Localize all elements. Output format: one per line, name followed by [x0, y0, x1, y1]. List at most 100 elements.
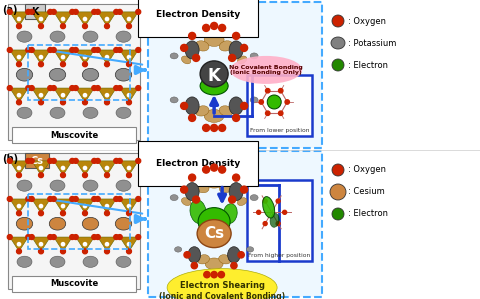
- Circle shape: [240, 103, 248, 109]
- Circle shape: [92, 48, 96, 52]
- Ellipse shape: [238, 56, 247, 64]
- Circle shape: [29, 196, 34, 202]
- Circle shape: [61, 205, 65, 208]
- Circle shape: [26, 235, 31, 239]
- Ellipse shape: [229, 183, 243, 201]
- Ellipse shape: [50, 180, 65, 191]
- Circle shape: [240, 45, 248, 51]
- Ellipse shape: [170, 97, 178, 103]
- Circle shape: [17, 94, 21, 97]
- Circle shape: [92, 196, 96, 202]
- Polygon shape: [98, 12, 116, 26]
- Circle shape: [17, 242, 21, 246]
- Ellipse shape: [170, 195, 178, 201]
- Circle shape: [127, 173, 132, 178]
- Circle shape: [61, 56, 65, 59]
- Circle shape: [7, 196, 12, 202]
- Ellipse shape: [83, 256, 98, 267]
- Circle shape: [117, 158, 122, 163]
- FancyBboxPatch shape: [8, 4, 140, 140]
- Ellipse shape: [185, 183, 199, 201]
- Circle shape: [39, 242, 43, 246]
- Text: From higher position: From higher position: [248, 252, 311, 257]
- Circle shape: [114, 196, 119, 202]
- Ellipse shape: [116, 256, 131, 267]
- Polygon shape: [120, 50, 138, 64]
- Text: Electron Density: Electron Density: [156, 159, 240, 168]
- Circle shape: [136, 196, 141, 202]
- Ellipse shape: [331, 37, 345, 49]
- Ellipse shape: [204, 175, 224, 188]
- Circle shape: [51, 196, 56, 202]
- Polygon shape: [10, 12, 28, 26]
- Circle shape: [267, 95, 281, 109]
- Circle shape: [127, 242, 131, 246]
- Polygon shape: [54, 50, 72, 64]
- Circle shape: [84, 242, 86, 246]
- Circle shape: [332, 208, 344, 220]
- Circle shape: [278, 111, 283, 115]
- Polygon shape: [98, 199, 116, 213]
- Circle shape: [70, 158, 75, 163]
- Polygon shape: [32, 12, 50, 26]
- Ellipse shape: [188, 247, 201, 263]
- FancyBboxPatch shape: [25, 4, 45, 19]
- Circle shape: [106, 94, 108, 97]
- Circle shape: [38, 173, 44, 178]
- Ellipse shape: [229, 41, 243, 59]
- Circle shape: [276, 222, 280, 225]
- Circle shape: [263, 222, 267, 225]
- Polygon shape: [98, 161, 116, 175]
- Polygon shape: [10, 237, 28, 251]
- Circle shape: [39, 167, 43, 170]
- Circle shape: [83, 211, 87, 216]
- Text: : Oxygen: : Oxygen: [348, 166, 386, 175]
- Circle shape: [26, 158, 31, 163]
- Circle shape: [283, 210, 287, 214]
- Ellipse shape: [219, 182, 233, 193]
- Circle shape: [70, 196, 75, 202]
- FancyBboxPatch shape: [25, 153, 49, 168]
- Circle shape: [16, 24, 22, 29]
- Circle shape: [228, 54, 236, 61]
- Circle shape: [29, 86, 34, 91]
- Circle shape: [117, 196, 122, 202]
- Circle shape: [60, 173, 65, 178]
- Text: : Electron: : Electron: [348, 60, 388, 69]
- Circle shape: [70, 10, 75, 14]
- Circle shape: [265, 111, 270, 115]
- Circle shape: [127, 100, 132, 105]
- Ellipse shape: [83, 31, 98, 42]
- Circle shape: [73, 86, 78, 91]
- Circle shape: [96, 235, 100, 239]
- Circle shape: [60, 211, 65, 216]
- Ellipse shape: [219, 106, 233, 116]
- Circle shape: [61, 17, 65, 21]
- Circle shape: [203, 124, 210, 132]
- Ellipse shape: [181, 198, 191, 205]
- Polygon shape: [54, 199, 72, 213]
- Circle shape: [39, 17, 43, 21]
- Circle shape: [203, 25, 210, 31]
- Polygon shape: [76, 12, 94, 26]
- Circle shape: [218, 166, 226, 173]
- Ellipse shape: [200, 61, 228, 87]
- Circle shape: [276, 199, 280, 203]
- Circle shape: [117, 48, 122, 52]
- Circle shape: [105, 211, 109, 216]
- Circle shape: [7, 48, 12, 52]
- Circle shape: [38, 249, 44, 254]
- Circle shape: [51, 10, 56, 14]
- Polygon shape: [32, 88, 50, 102]
- FancyBboxPatch shape: [12, 127, 136, 143]
- Circle shape: [61, 167, 65, 170]
- Circle shape: [17, 56, 21, 59]
- FancyBboxPatch shape: [148, 2, 322, 148]
- Ellipse shape: [175, 247, 182, 252]
- Circle shape: [17, 17, 21, 21]
- Circle shape: [114, 235, 119, 239]
- Circle shape: [192, 54, 200, 61]
- Ellipse shape: [17, 256, 32, 267]
- Circle shape: [136, 10, 141, 14]
- Circle shape: [60, 100, 65, 105]
